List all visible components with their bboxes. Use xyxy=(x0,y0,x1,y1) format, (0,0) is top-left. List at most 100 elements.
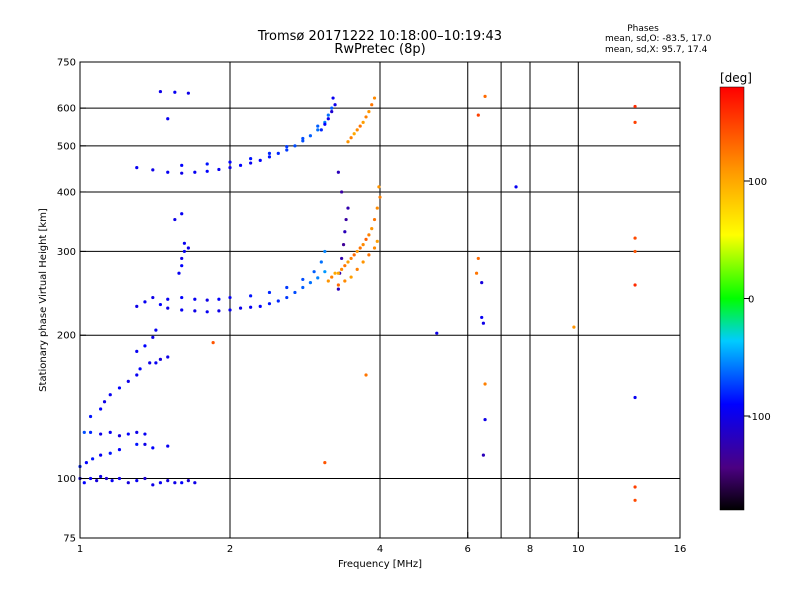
echo-point-o xyxy=(99,432,103,436)
echo-point-o xyxy=(346,206,350,210)
echo-point-x xyxy=(358,124,362,128)
echo-point-x xyxy=(336,283,340,287)
echo-point-o xyxy=(267,155,272,159)
echo-point-o xyxy=(481,453,485,457)
echo-point-o xyxy=(301,285,305,290)
echo-point-o xyxy=(308,134,313,138)
colorbar-label: [deg] xyxy=(720,71,752,85)
echo-point-x xyxy=(346,140,350,144)
echo-point-o xyxy=(301,136,305,141)
echo-point-o xyxy=(135,479,139,483)
echo-point-o xyxy=(285,295,289,300)
echo-point-o xyxy=(331,96,335,100)
echo-point-o xyxy=(166,306,170,310)
echo-point-o xyxy=(316,128,320,132)
echo-point-o xyxy=(186,246,190,250)
echo-point-o xyxy=(238,306,243,310)
echo-point-o xyxy=(99,453,103,457)
echo-point-x xyxy=(364,115,368,119)
colorbar-ticks: -100 0 100 xyxy=(744,177,771,423)
echo-point-x xyxy=(358,246,362,250)
echo-point-o xyxy=(217,167,221,172)
chart-title: Tromsø 20171222 10:18:00–10:19:43 xyxy=(257,29,502,44)
echo-point-o xyxy=(173,481,177,485)
echo-point-x xyxy=(352,253,356,257)
echo-point-o xyxy=(88,414,93,419)
echo-point-o xyxy=(82,430,86,434)
echo-point-o xyxy=(481,321,485,325)
y-tick-label: 100 xyxy=(57,474,76,485)
echo-point-o xyxy=(205,169,209,173)
y-tick-label: 600 xyxy=(57,104,76,115)
echo-point-x xyxy=(346,260,350,264)
echo-point-o xyxy=(151,335,155,339)
echo-point-o xyxy=(267,151,272,155)
echo-point-x xyxy=(633,236,637,240)
echo-point-x xyxy=(355,249,359,254)
echo-point-o xyxy=(228,166,232,170)
echo-point-o xyxy=(166,444,170,448)
echo-point-o xyxy=(249,161,253,165)
echo-point-o xyxy=(285,148,289,152)
echo-point-o xyxy=(151,295,155,300)
echo-point-o xyxy=(138,367,142,371)
echo-point-o xyxy=(267,302,272,306)
echo-point-o xyxy=(151,483,155,487)
echo-point-o xyxy=(316,124,320,128)
echo-point-o xyxy=(180,264,184,268)
echo-point-x xyxy=(355,267,359,272)
echo-point-x xyxy=(633,485,637,489)
echo-point-o xyxy=(435,331,439,335)
echo-point-o xyxy=(480,315,484,320)
colorbar-tick-label: 0 xyxy=(748,295,754,306)
echo-point-o xyxy=(238,163,243,167)
x-tick-label: 10 xyxy=(572,544,585,555)
echo-point-o xyxy=(143,476,147,481)
echo-point-o xyxy=(276,299,280,303)
echo-point-x xyxy=(375,206,379,210)
echo-point-o xyxy=(285,285,289,290)
legend-line-x: mean, sd,X: 95.7, 17.4 xyxy=(605,45,708,55)
echo-point-o xyxy=(330,110,334,114)
echo-point-o xyxy=(166,117,170,121)
echo-point-o xyxy=(158,89,163,94)
echo-point-o xyxy=(117,476,122,481)
echo-point-x xyxy=(370,103,374,107)
echo-point-o xyxy=(99,407,103,411)
echo-point-o xyxy=(205,298,209,302)
echo-point-o xyxy=(151,446,155,450)
echo-point-o xyxy=(205,310,209,314)
axis-ticks: 1 2 4 6 8 10 16 75 100 200 300 400 500 600 750 xyxy=(57,58,686,556)
echo-point-x xyxy=(476,113,480,117)
echo-point-x xyxy=(633,104,637,109)
x-tick-label: 8 xyxy=(527,544,533,555)
echo-point-o xyxy=(228,295,232,300)
echo-point-x xyxy=(323,461,327,465)
x-axis-label: Frequency [MHz] xyxy=(338,559,422,570)
echo-point-x xyxy=(349,275,353,279)
echo-point-o xyxy=(293,290,297,295)
echo-point-x xyxy=(326,279,330,283)
echo-point-o xyxy=(84,461,88,465)
echo-point-o xyxy=(166,170,170,174)
echo-point-o xyxy=(102,400,107,404)
x-tick-label: 6 xyxy=(465,544,471,555)
y-tick-label: 400 xyxy=(57,187,76,198)
echo-point-o xyxy=(341,243,346,247)
echo-point-o xyxy=(117,434,122,438)
echo-point-o xyxy=(173,217,177,222)
echo-point-o xyxy=(177,271,181,275)
echo-point-o xyxy=(143,442,147,446)
echo-point-o xyxy=(182,249,186,254)
echo-point-x xyxy=(633,249,637,254)
echo-point-o xyxy=(180,212,184,216)
echo-point-x xyxy=(633,283,637,287)
echo-point-o xyxy=(88,476,93,481)
echo-point-o xyxy=(91,457,95,461)
echo-point-o xyxy=(182,241,186,245)
echo-point-o xyxy=(158,481,163,485)
echo-point-o xyxy=(323,270,327,274)
echo-point-o xyxy=(143,344,147,348)
x-tick-label: 1 xyxy=(77,544,83,555)
echo-point-o xyxy=(276,151,280,155)
